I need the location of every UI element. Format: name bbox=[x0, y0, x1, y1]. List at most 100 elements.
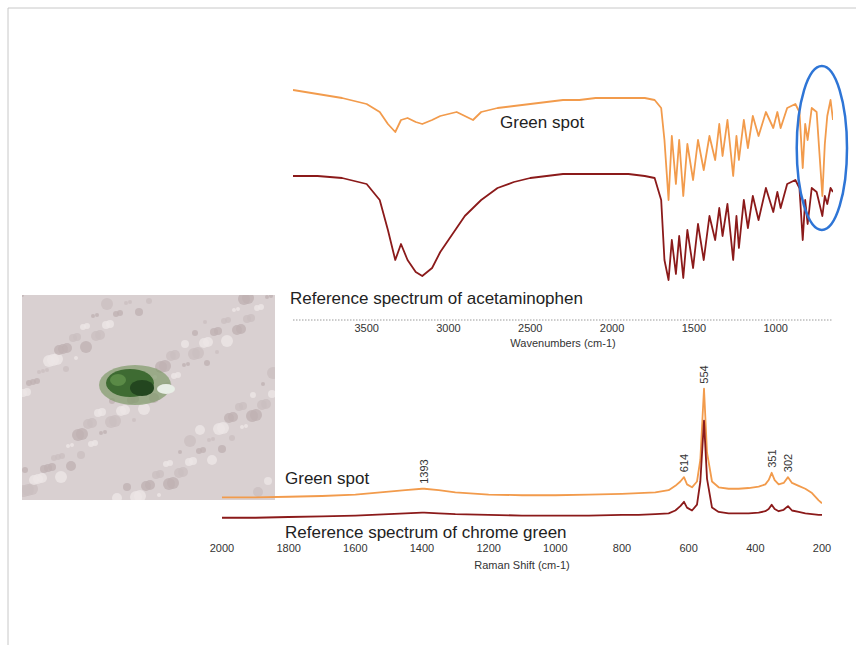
x-tick-label: 1000 bbox=[763, 322, 787, 334]
x-axis-line bbox=[293, 320, 833, 321]
photo-speckle bbox=[26, 380, 32, 386]
photo-speckle bbox=[254, 305, 260, 311]
photo-speckle bbox=[80, 341, 92, 353]
photo-speckle bbox=[229, 435, 235, 441]
photo-speckle bbox=[88, 441, 94, 447]
photo-speckle bbox=[72, 429, 84, 441]
photo-speckle bbox=[186, 362, 190, 366]
frame-line bbox=[8, 8, 9, 645]
plot-data bbox=[293, 90, 833, 280]
photo-speckle bbox=[22, 389, 27, 397]
photo-speckle bbox=[184, 435, 196, 447]
x-tick-label: 200 bbox=[813, 542, 831, 554]
series-label: Reference spectrum of chrome green bbox=[285, 523, 567, 542]
x-axis-title: Wavenumbers (cm-1) bbox=[510, 337, 615, 349]
photo-speckle bbox=[166, 351, 176, 361]
photo-speckle bbox=[178, 450, 182, 454]
photo-speckle bbox=[66, 461, 76, 471]
photo-speckle bbox=[188, 348, 200, 360]
photo-speckle bbox=[174, 468, 184, 478]
x-tick-label: 2000 bbox=[210, 542, 234, 554]
photo-speckle bbox=[232, 308, 236, 312]
photo-speckle bbox=[66, 444, 70, 448]
photo-speckle bbox=[244, 424, 248, 428]
photo-speckle bbox=[116, 406, 126, 416]
photo-speckle bbox=[250, 392, 256, 398]
photo-speckle bbox=[124, 301, 128, 305]
photo-speckle bbox=[128, 300, 132, 304]
photo-speckle bbox=[236, 307, 240, 311]
series-label: Reference spectrum of acetaminophen bbox=[290, 289, 583, 308]
peak-label: 351 bbox=[766, 449, 778, 467]
photo-speckle bbox=[267, 367, 275, 379]
photo-speckle bbox=[123, 483, 131, 491]
photo-speckle bbox=[95, 313, 99, 317]
photo-speckle bbox=[240, 425, 244, 429]
photo-speckle bbox=[218, 445, 226, 453]
x-tick-label: 1200 bbox=[476, 542, 500, 554]
photo-speckle bbox=[70, 443, 74, 447]
x-tick-label: 3500 bbox=[354, 322, 378, 334]
photo-speckle bbox=[203, 320, 207, 324]
photo-speckle bbox=[94, 409, 102, 417]
photo-speckle bbox=[157, 493, 161, 497]
photo-speckle bbox=[257, 400, 267, 410]
photo-speckle bbox=[113, 311, 119, 317]
photo-speckle bbox=[146, 298, 152, 304]
x-tick-label: 1600 bbox=[343, 542, 367, 554]
x-tick-label: 400 bbox=[746, 542, 764, 554]
plot-data bbox=[222, 389, 822, 518]
photo-speckle bbox=[152, 471, 160, 479]
series-line bbox=[222, 421, 822, 518]
photo-speckle bbox=[112, 493, 122, 500]
x-tick-label: 3000 bbox=[436, 322, 460, 334]
peak-label: 614 bbox=[678, 454, 690, 472]
photo-speckle bbox=[211, 437, 215, 441]
photo-speckle bbox=[213, 423, 225, 435]
photo-speckle bbox=[224, 413, 234, 423]
series-line bbox=[293, 174, 833, 280]
photo-speckle bbox=[163, 478, 175, 490]
x-tick-label: 1500 bbox=[682, 322, 706, 334]
photo-speckle bbox=[246, 410, 258, 422]
photo-speckle bbox=[43, 355, 55, 367]
series-line bbox=[222, 389, 822, 504]
series-label: Green spot bbox=[285, 469, 369, 488]
photo-speckle bbox=[51, 455, 57, 461]
photo-speckle bbox=[268, 390, 275, 398]
photo-ground bbox=[22, 295, 275, 500]
frame-line bbox=[8, 8, 856, 9]
photo-speckle bbox=[91, 314, 95, 318]
photo-speckle bbox=[261, 382, 265, 386]
highlight-ellipse bbox=[797, 66, 847, 230]
photo-speckle bbox=[29, 475, 39, 485]
photo-speckle bbox=[253, 487, 263, 497]
photo-speckle bbox=[54, 345, 64, 355]
photo-speckle bbox=[181, 340, 189, 348]
photo-speckle bbox=[265, 295, 269, 299]
photo-spot bbox=[130, 380, 154, 396]
photo bbox=[18, 292, 279, 503]
peak-label: 1393 bbox=[418, 459, 430, 483]
photo-speckle bbox=[69, 334, 77, 342]
photo-speckle bbox=[210, 328, 218, 336]
series-label: Green spot bbox=[500, 113, 584, 132]
photo-speckle bbox=[40, 465, 48, 473]
photo-speckle bbox=[215, 350, 219, 354]
x-tick-label: 800 bbox=[613, 542, 631, 554]
photo-speckle bbox=[45, 368, 49, 372]
x-tick-label: 2000 bbox=[600, 322, 624, 334]
photo-speckle bbox=[182, 363, 186, 367]
photo-speckle bbox=[135, 308, 143, 316]
x-tick-label: 1800 bbox=[276, 542, 300, 554]
photo-speckle bbox=[221, 318, 227, 324]
figure: 350030002500200015001000Wavenumbers (cm-… bbox=[0, 0, 856, 645]
photo-speckle bbox=[77, 451, 85, 459]
photo-speckle bbox=[37, 370, 41, 374]
photo-speckle bbox=[238, 295, 250, 305]
photo-spot bbox=[106, 369, 154, 397]
series-line bbox=[293, 90, 833, 200]
photo-speckle bbox=[80, 324, 86, 330]
photo-speckle bbox=[243, 315, 251, 323]
photo-speckle bbox=[22, 295, 24, 297]
